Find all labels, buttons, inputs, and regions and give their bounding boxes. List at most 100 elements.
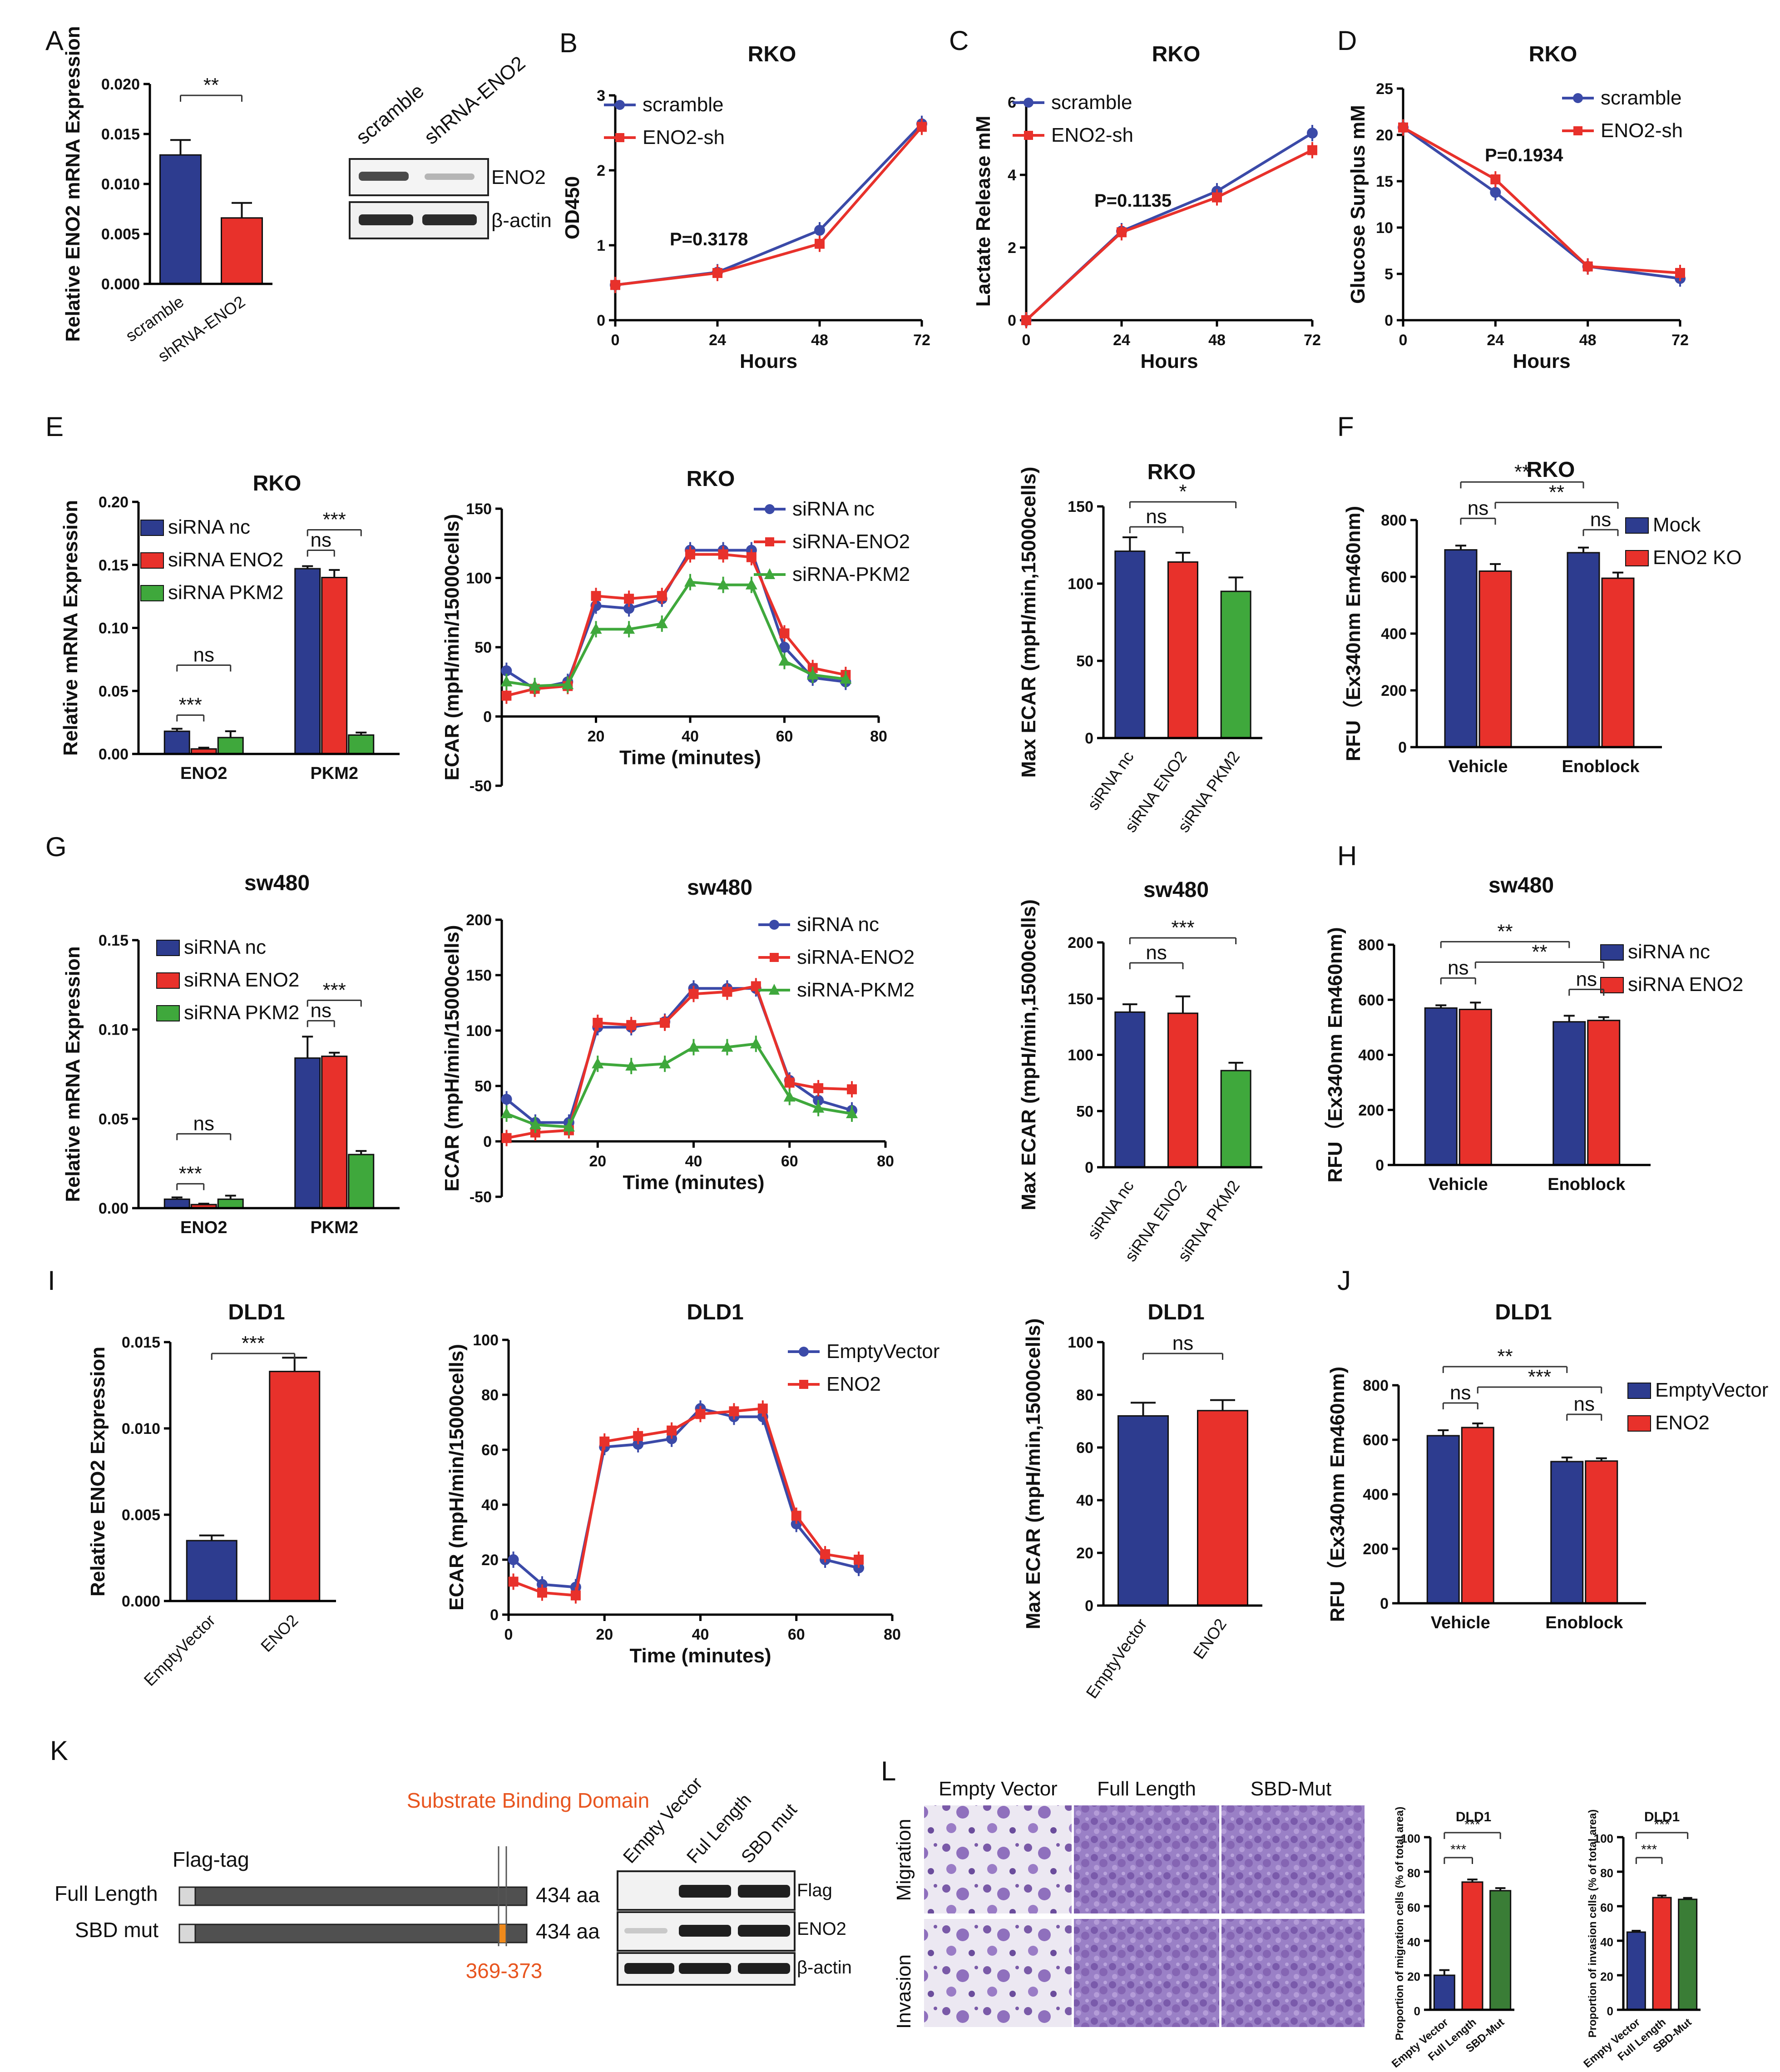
y-tick-label: 400 xyxy=(1381,625,1407,643)
y-tick-label: 0.000 xyxy=(101,276,140,293)
legend-marker xyxy=(765,537,774,546)
chart-e2: -50 0 50 100 150 RKO ECAR (mpH/min/15000cells)… xyxy=(441,467,910,795)
y-tick-label: 0.005 xyxy=(122,1507,160,1524)
y-tick-label: 600 xyxy=(1363,1432,1389,1449)
bar xyxy=(1459,1008,1492,1166)
data-point xyxy=(779,628,790,639)
data-point xyxy=(778,654,791,666)
legend-label: siRNA-ENO2 xyxy=(797,946,915,968)
chart-title: sw480 xyxy=(1488,873,1554,897)
series-line xyxy=(506,553,846,697)
legend-label: ENO2-sh xyxy=(1051,124,1133,146)
y-tick-label: -50 xyxy=(470,778,492,795)
y-tick-label: 15 xyxy=(1376,173,1393,190)
x-tick-label: 40 xyxy=(692,1626,709,1643)
y-tick-label: 25 xyxy=(1376,80,1393,98)
y-tick-label: 0.010 xyxy=(122,1420,160,1438)
legend-label: siRNA-PKM2 xyxy=(797,979,915,1001)
x-category-label: Vehicle xyxy=(1431,1613,1490,1632)
wb-a-lane-2: shRNA-ENO2 xyxy=(420,52,529,149)
legend-marker xyxy=(615,133,624,142)
micro-migration-empty xyxy=(924,1805,1072,1913)
data-point xyxy=(746,552,756,562)
sig-label: *** xyxy=(1528,1366,1551,1388)
x-tick-label: 0 xyxy=(504,1626,513,1643)
western-blot-k: Empty Vector Ful Length SBD mut Flag ENO… xyxy=(617,1774,852,1986)
y-axis-label: ECAR (mpH/min/15000cells) xyxy=(441,925,463,1192)
bar xyxy=(294,1057,321,1209)
bar xyxy=(1461,1881,1483,2011)
legend-label: siRNA ENO2 xyxy=(184,969,299,991)
data-point xyxy=(1398,122,1408,133)
micro-col-empty-vector: Empty Vector xyxy=(939,1778,1058,1800)
bar xyxy=(294,568,321,755)
bar xyxy=(217,737,244,755)
x-tick-label: 80 xyxy=(877,1153,894,1170)
domain-diagram-k: Flag-tag Substrate Binding Domain Full L… xyxy=(54,1789,649,1983)
bar xyxy=(1197,1410,1248,1606)
sbd-label-text: Substrate Binding Domain xyxy=(407,1789,649,1812)
chart-title: RKO xyxy=(1152,42,1201,66)
wb-a-band-eno2-2 xyxy=(425,173,475,180)
y-axis-label: OD450 xyxy=(561,176,583,239)
wb-a-label-eno2: ENO2 xyxy=(491,166,546,188)
legend-marker xyxy=(615,100,625,110)
data-point xyxy=(729,1406,739,1417)
x-tick-label: 20 xyxy=(589,1153,606,1170)
wb-a-band-actin-1 xyxy=(359,214,413,225)
bar xyxy=(1553,1021,1586,1166)
bar xyxy=(1585,1460,1618,1604)
data-point xyxy=(625,1060,638,1071)
sig-label: ns xyxy=(1574,1393,1595,1415)
y-tick-label: 60 xyxy=(1600,1901,1613,1914)
micro-row-migration: Migration xyxy=(893,1819,915,1901)
micro-invasion-sbd xyxy=(1221,1919,1365,2027)
data-point xyxy=(593,1017,603,1028)
legend-label: siRNA PKM2 xyxy=(184,1001,299,1024)
series-line xyxy=(512,1407,859,1589)
series-line xyxy=(615,126,923,287)
panel-letter-C: C xyxy=(949,25,969,56)
chart-title: DLD1 xyxy=(1456,1809,1491,1824)
bar xyxy=(348,1154,375,1209)
x-category-label: Enoblock xyxy=(1545,1613,1623,1632)
data-point xyxy=(820,1549,831,1559)
y-tick-label: 100 xyxy=(1594,1832,1613,1845)
chart-g2: -50 0 50 100 150 200 sw480 ECAR (mpH/min/15000c… xyxy=(441,876,915,1206)
chart-j: 0 200 400 600 800 DLD1 RFU（Ex340nm Em460nm) Veh… xyxy=(1326,1300,1768,1632)
y-tick-label: 150 xyxy=(1068,991,1093,1008)
y-tick-label: 50 xyxy=(1076,653,1093,670)
construct-sbd-mut-bar xyxy=(178,1923,528,1943)
x-tick-label: 48 xyxy=(1579,332,1597,349)
legend-marker xyxy=(1573,93,1583,103)
legend-swatch xyxy=(156,972,180,989)
data-point xyxy=(846,1107,858,1118)
data-point xyxy=(917,122,927,132)
chart-title: DLD1 xyxy=(1147,1300,1204,1324)
panel-letter-K: K xyxy=(50,1735,68,1766)
x-category-label: EmptyVector xyxy=(140,1611,219,1690)
y-tick-label: 3 xyxy=(597,87,605,104)
wb-k-label-eno2: ENO2 xyxy=(797,1919,846,1939)
bar xyxy=(163,1198,190,1209)
y-tick-label: 20 xyxy=(1376,127,1393,144)
wb-a-lane-1: scramble xyxy=(352,79,428,149)
data-point xyxy=(501,665,512,676)
data-point xyxy=(684,575,696,587)
bar xyxy=(1114,550,1146,739)
y-tick-label: 60 xyxy=(481,1442,499,1459)
legend-label: ENO2-sh xyxy=(643,126,725,149)
y-tick-label: 40 xyxy=(481,1497,499,1514)
x-tick-label: 80 xyxy=(884,1626,901,1643)
y-axis-label: Relative mRNA Expression xyxy=(62,946,84,1202)
data-point xyxy=(847,1084,857,1095)
data-point xyxy=(853,1562,865,1574)
data-point xyxy=(717,578,729,590)
sig-label: *** xyxy=(323,509,346,531)
micro-invasion-empty xyxy=(924,1919,1072,2027)
x-tick-label: 40 xyxy=(682,728,699,745)
data-point xyxy=(500,1107,513,1118)
data-point xyxy=(1675,268,1685,278)
construct-full-length-name: Full Length xyxy=(54,1882,158,1905)
data-point xyxy=(721,1041,733,1052)
